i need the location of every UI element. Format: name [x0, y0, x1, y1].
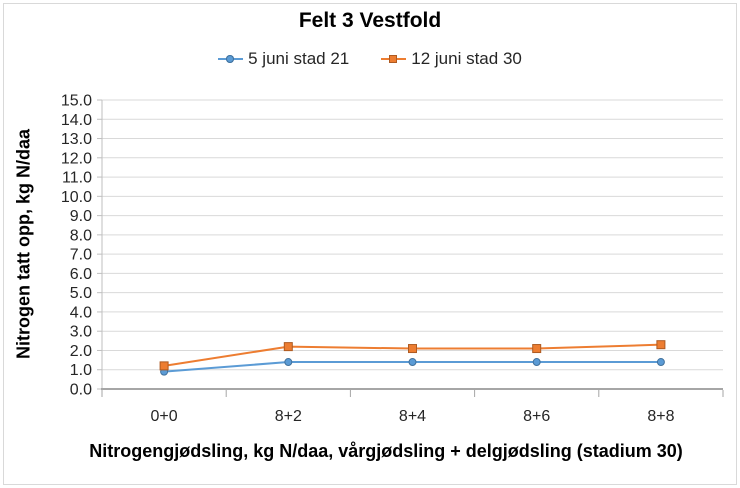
data-point-marker	[532, 358, 541, 367]
y-tick-label: 10.0	[61, 189, 92, 206]
legend-item-series-2[interactable]: 12 juni stad 30	[381, 49, 522, 69]
data-point-marker	[408, 358, 417, 367]
x-category-label: 8+8	[647, 408, 674, 425]
data-point-marker	[408, 344, 417, 354]
legend-label: 5 juni stad 21	[248, 49, 350, 68]
x-category-label: 8+2	[275, 408, 302, 425]
y-tick-label: 5.0	[70, 285, 92, 302]
legend: 5 juni stad 21 12 juni stad 30	[0, 49, 740, 69]
square-marker-icon	[389, 55, 398, 63]
x-category-label: 8+6	[523, 408, 550, 425]
data-point-marker	[532, 344, 542, 354]
legend-item-series-1[interactable]: 5 juni stad 21	[218, 49, 349, 69]
y-tick-label: 1.0	[70, 362, 92, 379]
y-tick-label: 2.0	[70, 343, 92, 360]
legend-label: 12 juni stad 30	[411, 49, 522, 68]
data-point-marker	[283, 342, 293, 352]
data-point-marker	[656, 358, 665, 367]
chart-title: Felt 3 Vestfold	[298, 9, 442, 32]
y-tick-label: 13.0	[61, 131, 92, 148]
data-point-marker	[284, 358, 293, 367]
y-tick-label: 11.0	[62, 170, 92, 187]
x-category-label: 8+4	[399, 408, 426, 425]
y-tick-label: 12.0	[61, 150, 92, 167]
y-tick-label: 15.0	[61, 93, 92, 110]
y-tick-label: 14.0	[61, 112, 92, 129]
y-tick-label: 0.0	[70, 382, 92, 399]
data-point-marker	[159, 361, 169, 371]
y-tick-label: 6.0	[70, 266, 92, 283]
legend-marker-orange-square-icon	[381, 54, 407, 64]
x-category-label: 0+0	[151, 408, 178, 425]
y-tick-label: 3.0	[70, 324, 92, 341]
y-tick-label: 8.0	[70, 227, 92, 244]
y-tick-label: 4.0	[70, 304, 92, 321]
legend-marker-blue-circle-icon	[218, 54, 244, 64]
y-axis-title: Nitrogen tatt opp, kg N/daa	[13, 128, 34, 360]
x-axis-title: Nitrogengjødsling, kg N/daa, vårgjødslin…	[89, 441, 683, 461]
y-tick-label: 9.0	[70, 208, 92, 225]
data-point-marker	[656, 340, 666, 350]
circle-marker-icon	[226, 55, 235, 63]
y-tick-label: 7.0	[70, 247, 92, 264]
